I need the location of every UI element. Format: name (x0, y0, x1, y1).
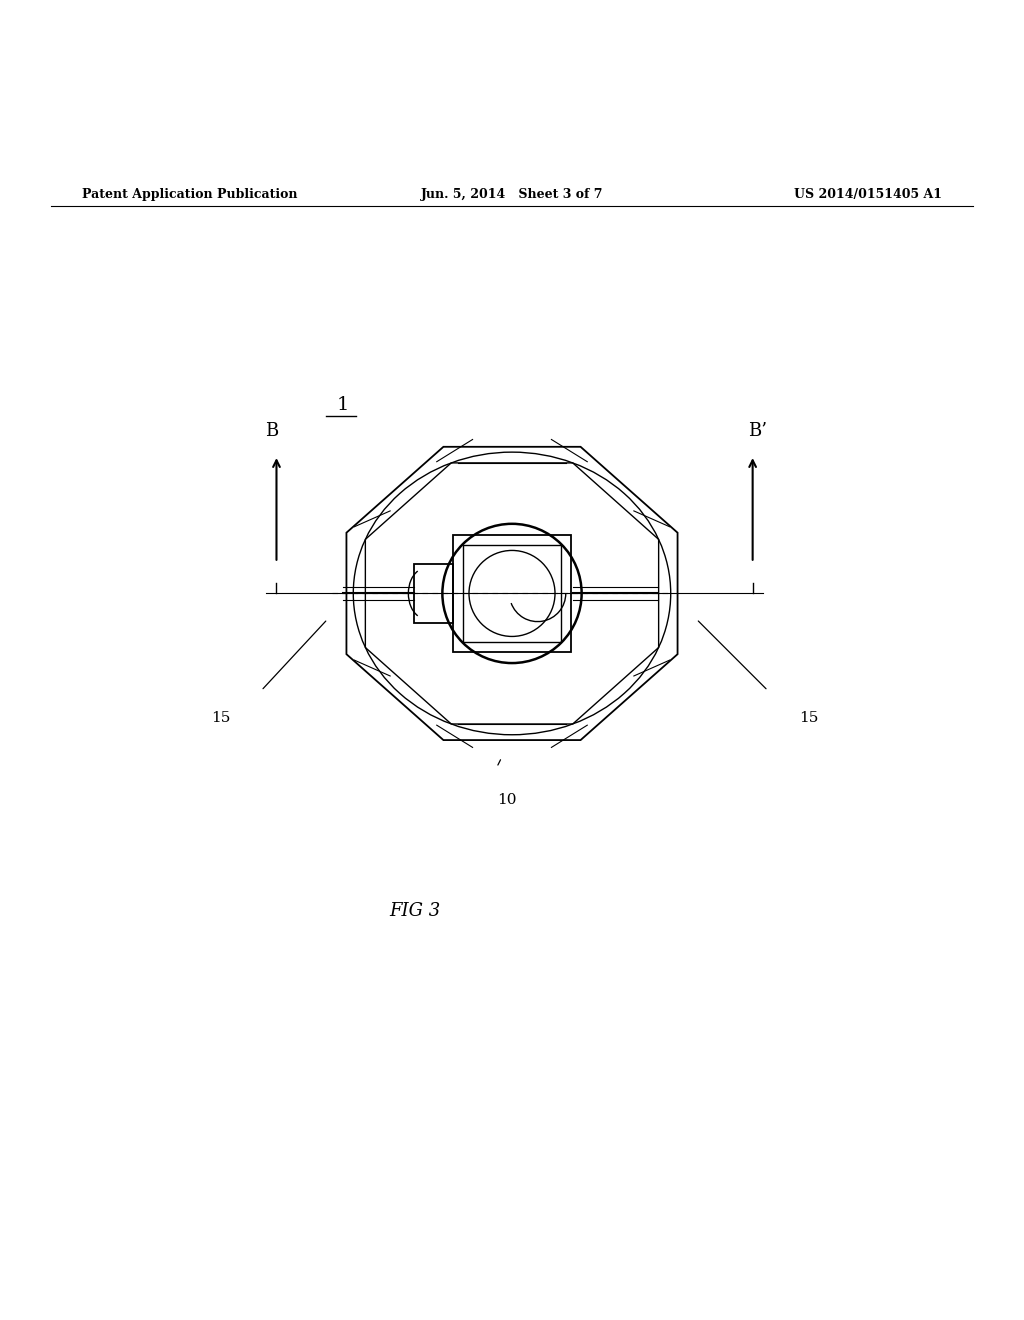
Text: B’: B’ (749, 422, 767, 440)
Text: 15: 15 (799, 711, 818, 725)
Text: B: B (265, 422, 278, 440)
Text: 15: 15 (211, 711, 230, 725)
Text: 1: 1 (337, 396, 349, 414)
Bar (453, 535, 571, 652)
Text: Jun. 5, 2014   Sheet 3 of 7: Jun. 5, 2014 Sheet 3 of 7 (421, 187, 603, 201)
Bar (414, 564, 453, 623)
Bar (463, 545, 561, 642)
Text: US 2014/0151405 A1: US 2014/0151405 A1 (794, 187, 942, 201)
Text: Patent Application Publication: Patent Application Publication (82, 187, 297, 201)
Text: FIG 3: FIG 3 (389, 902, 440, 920)
Text: 10: 10 (497, 793, 517, 807)
